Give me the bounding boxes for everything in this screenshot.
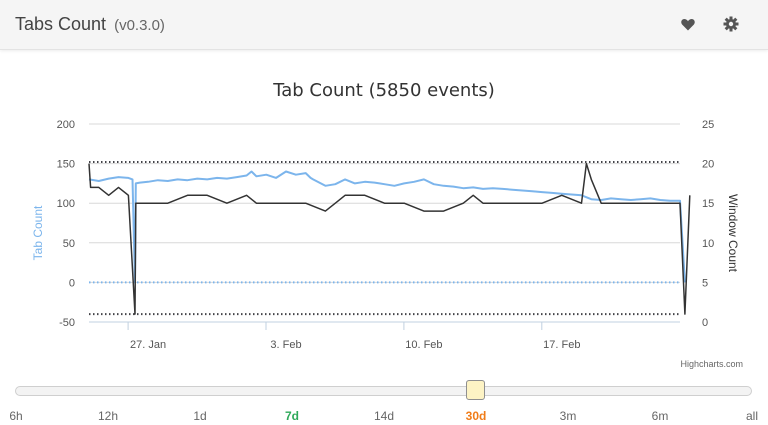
range-tick-14d[interactable]: 14d <box>373 409 395 423</box>
x-tick-label: 27. Jan <box>130 339 166 351</box>
reference-lines <box>89 161 680 316</box>
y-left-tick-label: 50 <box>63 238 75 250</box>
y-left-tick-label: 100 <box>57 198 75 210</box>
heart-icon[interactable] <box>676 12 700 36</box>
range-tick-3m[interactable]: 3m <box>559 409 577 423</box>
app-title-text: Tabs Count <box>15 14 107 34</box>
range-tick-6h[interactable]: 6h <box>9 409 23 423</box>
gear-icon[interactable] <box>719 12 743 36</box>
chart-container: Tab Count (5850 events) 200 25 150 20 100 15 5… <box>0 62 768 374</box>
y-right-tick-label: 10 <box>702 238 714 250</box>
y-left-tick-label: 150 <box>57 159 75 171</box>
chart-credits[interactable]: Highcharts.com <box>680 359 743 369</box>
range-tick-6m[interactable]: 6m <box>651 409 669 423</box>
chart-grid <box>89 123 680 323</box>
y-left-tick-label: 0 <box>69 277 75 289</box>
x-tick-label: 10. Feb <box>405 339 442 351</box>
app-title: Tabs Count (v0.3.0) <box>15 14 165 35</box>
chart-series <box>88 162 691 315</box>
series-line <box>88 162 691 315</box>
y-right-tick-label: 5 <box>702 277 708 289</box>
y-right-tick-label: 15 <box>702 198 714 210</box>
range-slider-track[interactable] <box>15 386 752 396</box>
series-line <box>88 170 686 284</box>
app-header: Tabs Count (v0.3.0) <box>0 0 768 50</box>
range-slider-handle[interactable] <box>466 380 485 400</box>
y-right-tick-label: 0 <box>702 317 708 329</box>
range-tick-7d[interactable]: 7d <box>284 409 300 423</box>
range-tick-30d[interactable]: 30d <box>465 409 487 423</box>
x-tick-label: 3. Feb <box>270 339 301 351</box>
y-axis-left-title: Tab Count <box>31 205 45 260</box>
app-version: (v0.3.0) <box>114 17 165 34</box>
range-tick-12h[interactable]: 12h <box>97 409 119 423</box>
x-tick-label: 17. Feb <box>543 339 580 351</box>
range-tick-all[interactable]: all <box>745 409 759 423</box>
y-left-tick-label: -50 <box>59 317 75 329</box>
y-axis-right-title: Window Count <box>726 194 740 273</box>
y-left-tick-label: 200 <box>57 119 75 131</box>
y-right-tick-label: 25 <box>702 119 714 131</box>
range-tick-1d[interactable]: 1d <box>193 409 207 423</box>
y-right-tick-label: 20 <box>702 159 714 171</box>
range-selector-ticks: 6h 12h 1d 7d 14d 30d 3m 6m all <box>0 409 768 423</box>
chart-title: Tab Count (5850 events) <box>272 80 495 101</box>
